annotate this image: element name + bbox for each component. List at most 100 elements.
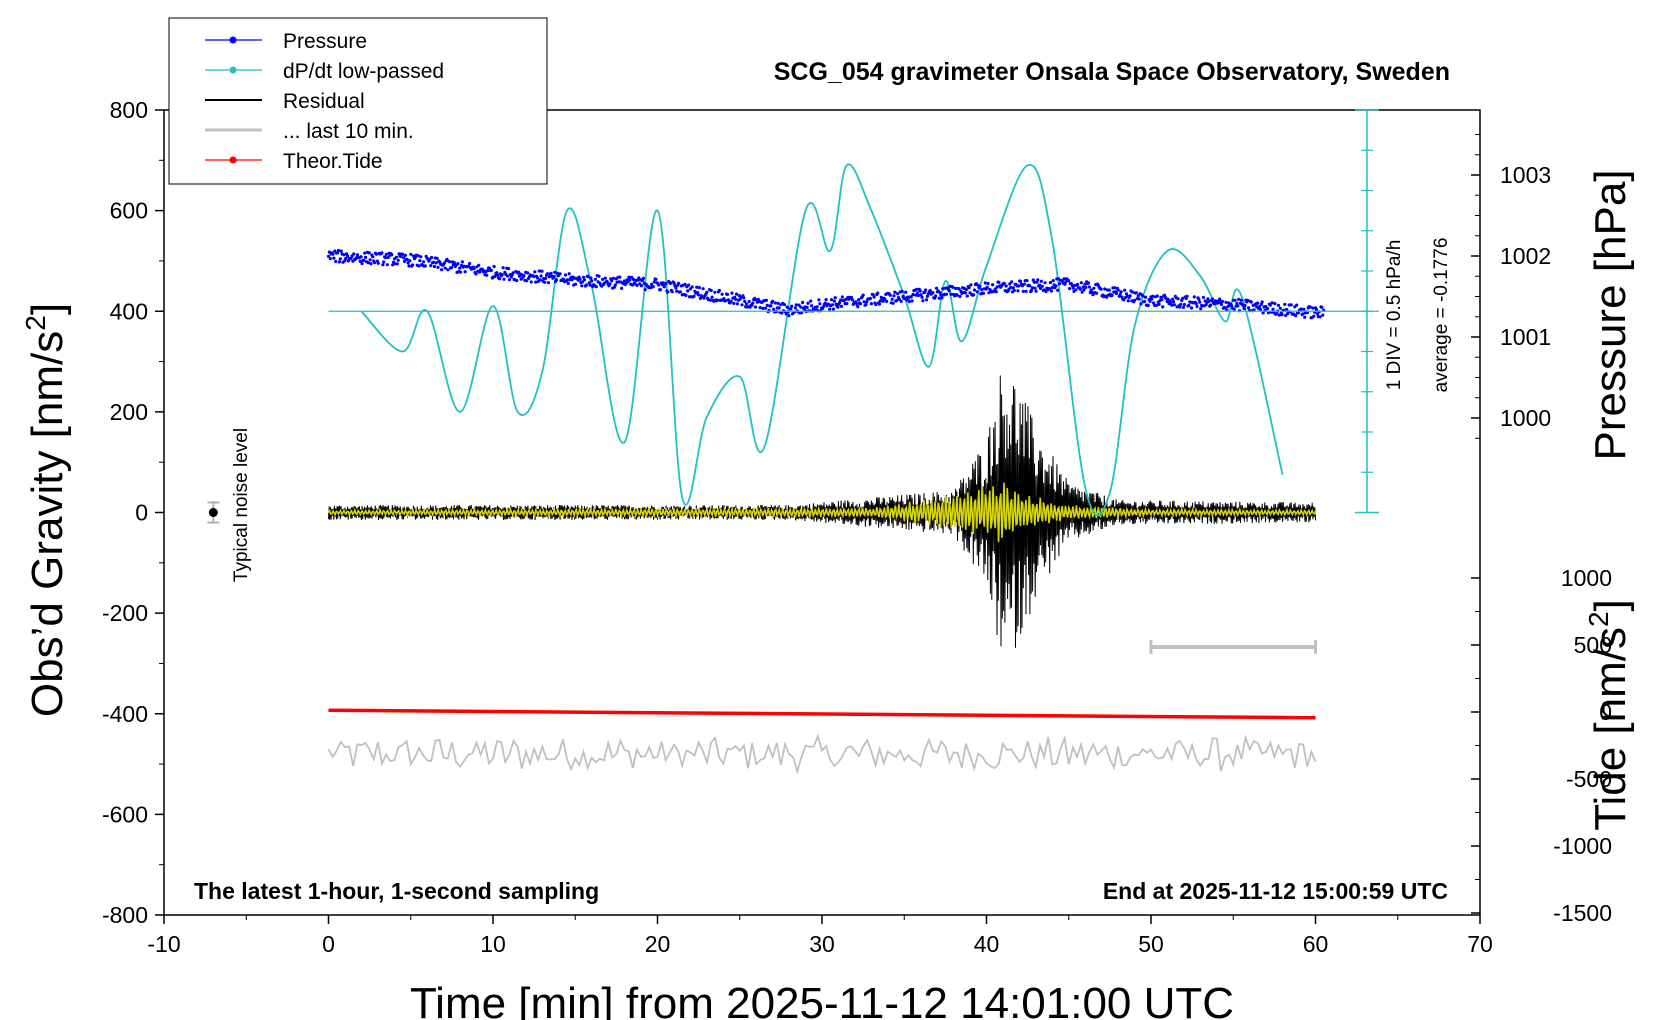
pressure-point — [1019, 279, 1023, 283]
pressure-point — [506, 274, 510, 278]
pressure-point — [991, 283, 995, 287]
pressure-point — [1124, 292, 1129, 296]
pressure-point — [1049, 289, 1053, 293]
pressure-point — [862, 300, 866, 304]
pressure-point — [1082, 288, 1086, 292]
pressure-point — [1271, 307, 1275, 311]
pressure-point — [911, 292, 915, 297]
pressure-point — [1110, 293, 1114, 297]
tide-tick-label: 500 — [1574, 632, 1612, 658]
pressure-point — [641, 276, 646, 280]
pressure-point — [1171, 297, 1175, 301]
pressure-point — [769, 304, 773, 308]
pressure-point — [547, 275, 551, 279]
pressure-point — [949, 292, 953, 296]
pressure-point — [446, 268, 450, 272]
pressure-point — [897, 297, 902, 301]
y-axis-label-left-main: Obs’d Gravity [nm/s — [23, 331, 72, 717]
pressure-point — [958, 294, 962, 299]
tide-tick-label: 0 — [1599, 699, 1612, 725]
pressure-point — [919, 293, 923, 297]
pressure-point — [525, 271, 530, 275]
pressure-point — [1299, 307, 1303, 311]
pressure-point — [939, 293, 943, 297]
pressure-point — [328, 257, 332, 261]
pressure-point — [1143, 295, 1148, 299]
pressure-point — [675, 289, 679, 293]
pressure-point — [1103, 287, 1107, 291]
pressure-point — [777, 306, 781, 310]
pressure-point — [1146, 303, 1150, 308]
pressure-point — [666, 290, 670, 294]
pressure-point — [1095, 291, 1099, 295]
pressure-point — [631, 277, 636, 281]
pressure-point — [1224, 300, 1228, 304]
pressure-point — [883, 297, 887, 301]
pressure-point — [923, 290, 927, 294]
pressure-point — [613, 283, 617, 287]
pressure-point — [692, 294, 696, 298]
pressure-point — [696, 293, 701, 297]
pressure-point — [890, 297, 894, 301]
pressure-point — [864, 303, 868, 307]
pressure-point — [407, 264, 411, 268]
pressure-point — [828, 307, 832, 311]
pressure-point — [664, 282, 668, 286]
legend-label-pressure: Pressure — [283, 30, 367, 53]
pressure-point — [380, 251, 384, 255]
pressure-point — [881, 299, 885, 303]
pressure-point — [1054, 284, 1058, 288]
pressure-point — [1172, 303, 1176, 307]
tide-line — [328, 708, 1316, 720]
pressure-point — [1210, 297, 1214, 301]
pressure-tick-label: 1000 — [1500, 405, 1551, 431]
y-tick-label: 600 — [110, 198, 148, 224]
pressure-point — [416, 254, 420, 258]
x-tick-label: 10 — [480, 931, 506, 957]
pressure-point — [358, 259, 362, 263]
pressure-point — [742, 296, 746, 300]
pressure-point — [734, 292, 739, 296]
pressure-point — [1273, 302, 1277, 306]
pressure-point — [1119, 290, 1123, 294]
pressure-point — [915, 291, 920, 295]
pressure-point — [419, 255, 423, 259]
pressure-point — [362, 258, 366, 262]
pressure-point — [1276, 303, 1281, 307]
pressure-tick-label: 1002 — [1500, 243, 1551, 269]
pressure-point — [1057, 282, 1062, 286]
pressure-point — [1229, 303, 1233, 307]
pressure-point — [545, 272, 550, 276]
pressure-point — [386, 255, 390, 259]
pressure-point — [553, 270, 557, 274]
pressure-point — [1311, 306, 1315, 310]
pressure-point — [1012, 289, 1016, 293]
pressure-point — [385, 263, 389, 267]
pressure-point — [1314, 307, 1319, 312]
pressure-point — [1181, 296, 1185, 300]
pressure-point — [1223, 306, 1227, 310]
pressure-point — [1195, 304, 1199, 309]
pressure-point — [1080, 290, 1084, 294]
pressure-point — [1185, 294, 1189, 298]
pressure-point — [1212, 302, 1216, 306]
pressure-point — [452, 261, 456, 265]
pressure-point — [563, 273, 568, 277]
pressure-point — [701, 287, 705, 291]
pressure-point — [1039, 279, 1043, 283]
pressure-point — [684, 293, 688, 297]
pressure-point — [1285, 307, 1289, 312]
pressure-point — [493, 274, 497, 278]
pressure-point — [468, 261, 472, 266]
pressure-point — [1308, 305, 1312, 309]
pressure-point — [1194, 302, 1198, 306]
pressure-point — [964, 288, 968, 292]
pressure-point — [649, 282, 654, 286]
pressure-point — [1303, 315, 1307, 319]
pressure-point — [589, 276, 593, 280]
pressure-point — [442, 261, 446, 265]
pressure-point — [758, 306, 762, 310]
pressure-point — [892, 294, 896, 298]
pressure-point — [654, 277, 658, 281]
pressure-point — [1283, 302, 1287, 306]
